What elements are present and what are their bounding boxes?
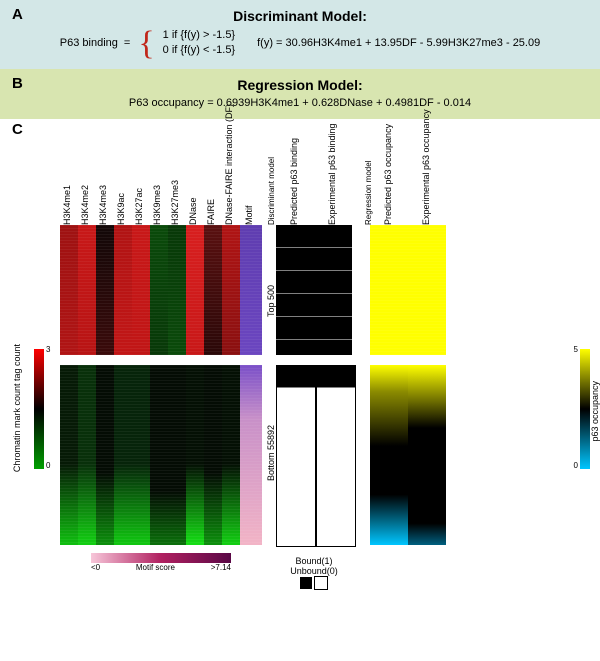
heatmap-column [60, 365, 78, 545]
chrom-tick-lo: 0 [46, 461, 50, 470]
feature-label: DNase-FAIRE interaction (DF) [224, 104, 234, 225]
feature-label: H3K4me2 [80, 185, 90, 225]
feature-label: H3K27ac [134, 188, 144, 225]
heatmap-column [186, 225, 204, 355]
panel-b-title: Regression Model: [14, 77, 586, 93]
panel-c-grid: H3K4me1 H3K4me2 H3K4me3 H3K9ac H3K27ac H3K9me… [60, 125, 592, 547]
heatmap-column [168, 225, 186, 355]
heatmap-column [276, 365, 316, 547]
occupancy-colorbar [580, 349, 590, 469]
bound-swatch [300, 577, 312, 589]
heatmap-column [96, 365, 114, 545]
heatmap-column [132, 365, 150, 545]
heatmap-bottom [60, 365, 262, 545]
eq-sign: = [124, 37, 130, 49]
motif-legend: <0 Motif score >7.14 [60, 553, 262, 572]
panel-c-letter: C [12, 121, 23, 138]
motif-tick-lo: <0 [91, 563, 100, 572]
discriminant-equation: P63 binding = { 1 if {f(y) > -1.5} 0 if … [14, 28, 586, 59]
bottom-legends: <0 Motif score >7.14 Bound(1) Unbound(0) [60, 553, 592, 590]
panel-a-letter: A [12, 6, 23, 23]
occ-tick-hi: 5 [574, 345, 578, 354]
binding-top [276, 225, 356, 355]
panel-b: B Regression Model: P63 occupancy = 0.69… [0, 69, 600, 119]
panel-b-letter: B [12, 75, 23, 92]
feature-label: H3K9me3 [152, 185, 162, 225]
heatmap-column [168, 365, 186, 545]
binding-legend: Bound(1) Unbound(0) [276, 556, 352, 590]
motif-colorbar [91, 553, 231, 563]
panel-a-title: Discriminant Model: [14, 8, 586, 24]
heatmap-column [78, 365, 96, 545]
unbound-swatch [314, 576, 328, 590]
regression-equation: P63 occupancy = 0.6939H3K4me1 + 0.628DNa… [14, 97, 586, 109]
panel-a: A Discriminant Model: P63 binding = { 1 … [0, 0, 600, 69]
feature-labels: H3K4me1 H3K4me2 H3K4me3 H3K9ac H3K27ac H3K9me… [60, 125, 262, 225]
heatmap-column [408, 365, 446, 545]
heatmap-column [114, 365, 132, 545]
motif-tick-hi: >7.14 [211, 563, 231, 572]
heatmap-column [408, 225, 446, 355]
occ-tick-lo: 0 [574, 461, 578, 470]
heatmap-column [240, 365, 262, 545]
heatmap-column [370, 225, 408, 355]
binding-label: Discriminant model [267, 157, 276, 225]
heatmap-column [204, 365, 222, 545]
heatmap-column [222, 225, 240, 355]
occupancy-heatmap: Regression modelPredicted p63 occupancyE… [370, 125, 446, 545]
binding-labels: Discriminant modelPredicted p63 bindingE… [276, 125, 352, 225]
top500-label: Top 500 [266, 285, 276, 317]
feature-label: FAIRE [206, 199, 216, 225]
heatmap-column [204, 225, 222, 355]
bound-label: Bound(1) [295, 556, 332, 566]
heatmap-column [186, 365, 204, 545]
heatmap-column [150, 365, 168, 545]
heatmap-column [276, 225, 314, 355]
binding-heatmap: Discriminant modelPredicted p63 bindingE… [276, 125, 356, 547]
disc-cases: 1 if {f(y) > -1.5} 0 if {f(y) < -1.5} [163, 28, 235, 59]
occupancy-top [370, 225, 446, 355]
bottom-label: Bottom 55892 [266, 425, 276, 481]
binding-label: Experimental p63 binding [327, 123, 337, 225]
heatmap-column [370, 365, 408, 545]
occupancy-label: Experimental p63 occupancy [421, 109, 431, 225]
heatmap-top [60, 225, 262, 355]
heatmap-column [150, 225, 168, 355]
heatmap-column [314, 225, 352, 355]
heatmap-column [316, 365, 356, 547]
feature-label: H3K4me1 [62, 185, 72, 225]
chrom-tick-hi: 3 [46, 345, 50, 354]
feature-label: H3K4me3 [98, 185, 108, 225]
unbound-label: Unbound(0) [290, 566, 338, 576]
chromatin-colorbar [34, 349, 44, 469]
heatmap-column [132, 225, 150, 355]
heatmap-column [240, 225, 262, 355]
heatmap-column [60, 225, 78, 355]
feature-label: DNase [188, 197, 198, 225]
brace-icon: { [138, 30, 154, 57]
feature-label: H3K9ac [116, 193, 126, 225]
disc-case1: 1 if {f(y) > -1.5} [163, 28, 235, 43]
chromatin-heatmap: H3K4me1 H3K4me2 H3K4me3 H3K9ac H3K27ac H3K9me… [60, 125, 262, 545]
disc-case2: 0 if {f(y) < -1.5} [163, 43, 235, 58]
occupancy-label: Predicted p63 occupancy [383, 124, 393, 225]
disc-lhs: P63 binding [60, 37, 118, 49]
occupancy-bottom [370, 365, 446, 545]
occupancy-label: Regression model [364, 160, 373, 224]
motif-colorbar-label: Motif score [136, 563, 175, 572]
heatmap-column [96, 225, 114, 355]
binding-label: Predicted p63 binding [289, 138, 299, 225]
heatmap-column [78, 225, 96, 355]
panel-c: C H3K4me1 H3K4me2 H3K4me3 H3K9ac H3K27ac H3K9… [0, 119, 600, 598]
binding-bottom [276, 365, 356, 547]
disc-formula: f(y) = 30.96H3K4me1 + 13.95DF - 5.99H3K2… [257, 37, 540, 49]
feature-label: Motif [244, 205, 254, 225]
heatmap-column [222, 365, 240, 545]
feature-label: H3K27me3 [170, 180, 180, 225]
heatmap-column [114, 225, 132, 355]
occupancy-colorbar-label: p63 occupancy [590, 381, 600, 442]
occupancy-labels: Regression modelPredicted p63 occupancyE… [370, 125, 446, 225]
chromatin-colorbar-label: Chromatin mark count tag count [12, 344, 22, 472]
